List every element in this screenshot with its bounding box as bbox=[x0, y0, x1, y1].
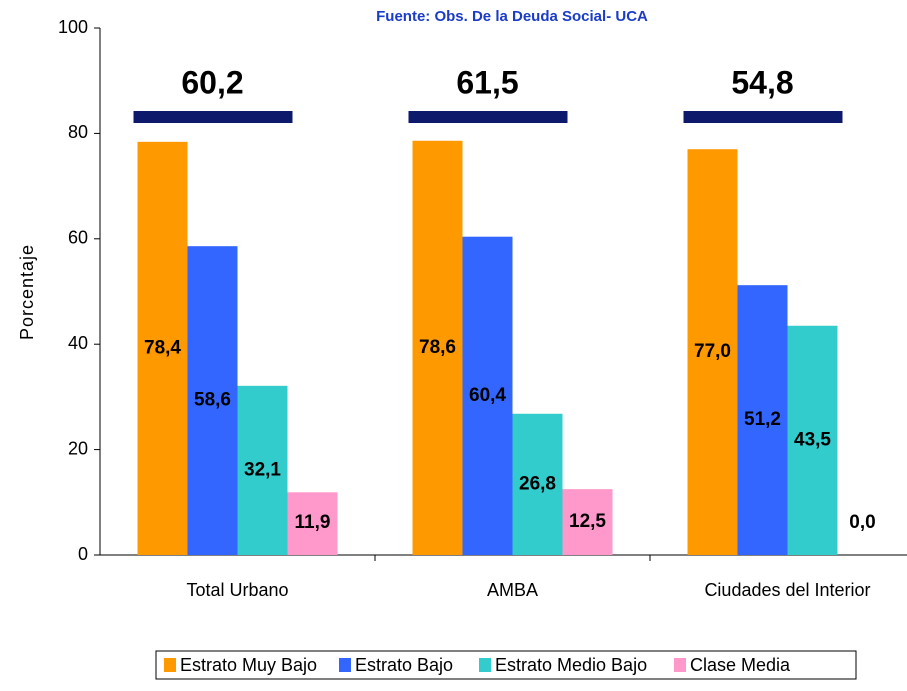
total-bar bbox=[133, 111, 293, 123]
bar bbox=[137, 141, 188, 555]
bar bbox=[462, 236, 513, 555]
value-label: 12,5 bbox=[569, 511, 606, 532]
legend-swatch bbox=[674, 658, 686, 672]
total-bar bbox=[683, 111, 843, 123]
bar bbox=[512, 413, 563, 555]
x-tick-label: Ciudades del Interior bbox=[704, 580, 870, 600]
x-tick-label: Total Urbano bbox=[186, 580, 288, 600]
legend-swatch bbox=[479, 658, 491, 672]
bar bbox=[737, 285, 788, 555]
y-axis-label: Porcentaje bbox=[17, 244, 37, 340]
total-bar bbox=[408, 111, 568, 123]
legend-swatch bbox=[164, 658, 176, 672]
legend-label: Clase Media bbox=[690, 655, 791, 675]
value-label: 78,4 bbox=[144, 337, 181, 358]
y-tick-label: 20 bbox=[68, 438, 88, 458]
legend-label: Estrato Muy Bajo bbox=[180, 655, 317, 675]
bar bbox=[287, 492, 338, 555]
total-label: 54,8 bbox=[731, 64, 793, 100]
value-label: 11,9 bbox=[295, 512, 331, 533]
value-label: 78,6 bbox=[419, 337, 456, 358]
bar bbox=[187, 246, 238, 556]
chart-title: Fuente: Obs. De la Deuda Social- UCA bbox=[376, 8, 648, 25]
y-tick-label: 80 bbox=[68, 122, 88, 142]
legend-label: Estrato Medio Bajo bbox=[495, 655, 647, 675]
value-label: 26,8 bbox=[519, 473, 556, 494]
legend-swatch bbox=[339, 658, 351, 672]
value-label: 51,2 bbox=[744, 409, 781, 430]
value-label: 77,0 bbox=[694, 341, 731, 362]
value-label: 58,6 bbox=[194, 390, 231, 411]
bar bbox=[237, 385, 288, 555]
value-label: 32,1 bbox=[244, 459, 281, 480]
bar bbox=[412, 140, 463, 555]
total-label: 61,5 bbox=[456, 64, 518, 100]
value-label: 43,5 bbox=[794, 429, 831, 450]
bar bbox=[787, 325, 838, 555]
y-tick-label: 100 bbox=[58, 17, 88, 37]
y-tick-label: 60 bbox=[68, 228, 88, 248]
total-label: 60,2 bbox=[181, 64, 243, 100]
x-tick-label: AMBA bbox=[487, 580, 538, 600]
legend-box bbox=[155, 650, 857, 680]
y-tick-label: 0 bbox=[78, 544, 88, 564]
bar bbox=[562, 489, 613, 555]
bar bbox=[687, 149, 738, 555]
value-label: 60,4 bbox=[469, 385, 506, 406]
legend-label: Estrato Bajo bbox=[355, 655, 453, 675]
value-label: 0,0 bbox=[849, 512, 875, 533]
y-tick-label: 40 bbox=[68, 333, 88, 353]
